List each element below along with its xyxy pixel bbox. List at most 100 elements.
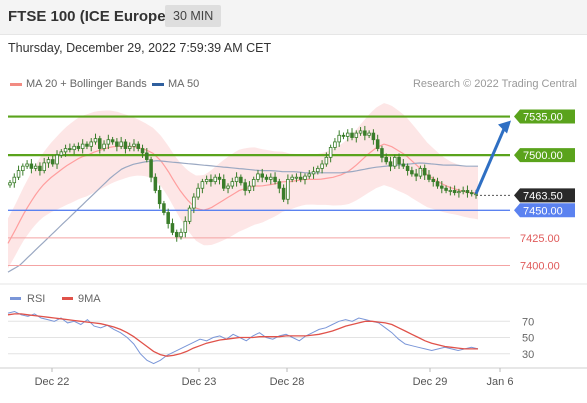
level-label-7425.00: 7425.00 <box>520 233 560 245</box>
candle <box>354 132 359 138</box>
rsi-ma-line <box>7 313 478 357</box>
candle <box>59 151 64 156</box>
chart-header: FTSE 100 (ICE Europe) 30 MIN <box>0 0 587 35</box>
rsi-line <box>7 310 479 365</box>
legend-ma50-label: MA 50 <box>168 78 200 90</box>
candle <box>247 185 252 191</box>
candle <box>80 143 85 149</box>
candle <box>363 130 367 136</box>
candle <box>380 148 384 158</box>
candle <box>337 134 341 143</box>
level-label-7500.00: 7500.00 <box>523 150 563 162</box>
ma50-swatch <box>152 82 164 86</box>
x-tick-dec-22: Dec 22 <box>35 376 70 388</box>
candle <box>8 182 12 186</box>
candle <box>375 139 380 149</box>
rsi-ma-legend-label: 9MA <box>78 293 101 305</box>
candle <box>145 152 149 160</box>
level-label-7463.50: 7463.50 <box>523 190 563 202</box>
candle <box>307 173 312 177</box>
candle <box>435 181 440 187</box>
candle <box>465 190 470 194</box>
candle <box>371 132 376 141</box>
candle <box>183 220 188 233</box>
candle <box>170 223 175 233</box>
candle <box>427 174 431 180</box>
candle <box>93 138 98 143</box>
candle <box>469 192 474 195</box>
candle <box>256 173 260 180</box>
candle <box>209 179 213 183</box>
candle <box>132 143 136 147</box>
candle <box>230 181 235 187</box>
candle <box>324 156 329 165</box>
candle <box>25 163 29 167</box>
candle <box>204 179 209 183</box>
candle <box>448 190 453 192</box>
candle <box>98 138 102 149</box>
rsi-tick-30: 30 <box>522 349 534 361</box>
candle <box>350 132 354 138</box>
candle <box>298 176 303 180</box>
candle <box>55 154 59 165</box>
candle <box>119 141 123 147</box>
candle <box>414 173 418 177</box>
candle <box>303 175 307 180</box>
candle <box>328 147 333 158</box>
projection-arrow <box>474 125 507 195</box>
level-tag-7500.00 <box>514 148 575 163</box>
ma20-swatch <box>10 82 22 86</box>
rsi-ma-legend-swatch <box>62 297 73 300</box>
level-label-7535.00: 7535.00 <box>523 112 563 124</box>
level-tag-7535.00 <box>514 109 575 124</box>
candle <box>367 132 371 136</box>
candle <box>115 141 119 147</box>
candle <box>393 156 397 167</box>
candle <box>440 185 444 189</box>
rsi-tick-50: 50 <box>522 333 534 345</box>
legend-ma50: MA 50 <box>152 78 199 90</box>
candle <box>388 161 393 167</box>
candle <box>277 181 282 189</box>
candle <box>243 182 247 191</box>
candle <box>187 207 192 222</box>
candle <box>127 145 132 149</box>
candle <box>50 159 55 165</box>
candle <box>89 141 93 147</box>
x-tick-dec-23: Dec 23 <box>182 376 217 388</box>
bollinger-band <box>8 103 478 269</box>
copyright-text: Research © 2022 Trading Central <box>412 78 577 90</box>
candle <box>444 187 448 191</box>
candle <box>431 179 436 183</box>
candle <box>358 130 363 134</box>
candle <box>226 185 230 189</box>
candle <box>273 176 277 183</box>
candle <box>140 148 145 154</box>
level-label-7400.00: 7400.00 <box>520 260 560 272</box>
chart-title: FTSE 100 (ICE Europe) <box>8 8 171 25</box>
candle <box>123 141 128 149</box>
timeframe-button[interactable]: 30 MIN <box>165 5 222 27</box>
rsi-legend-swatch <box>10 297 21 300</box>
candle <box>457 191 461 194</box>
candle <box>452 190 457 194</box>
candle <box>239 176 243 184</box>
candle <box>179 231 183 238</box>
candle <box>42 162 46 171</box>
candle <box>85 143 89 147</box>
candle <box>384 156 388 163</box>
candle <box>68 148 72 151</box>
datetime-label: Thursday, December 29, 2022 7:59:39 AM C… <box>8 41 272 55</box>
candle <box>196 187 200 198</box>
candle <box>12 176 17 184</box>
candle <box>251 179 256 187</box>
candle <box>269 176 273 180</box>
level-label-7450.00: 7450.00 <box>523 205 563 217</box>
candle <box>294 176 299 179</box>
candle <box>136 143 141 149</box>
candle <box>320 163 324 169</box>
candle <box>33 165 38 169</box>
candle <box>110 139 115 143</box>
candle <box>397 156 401 165</box>
